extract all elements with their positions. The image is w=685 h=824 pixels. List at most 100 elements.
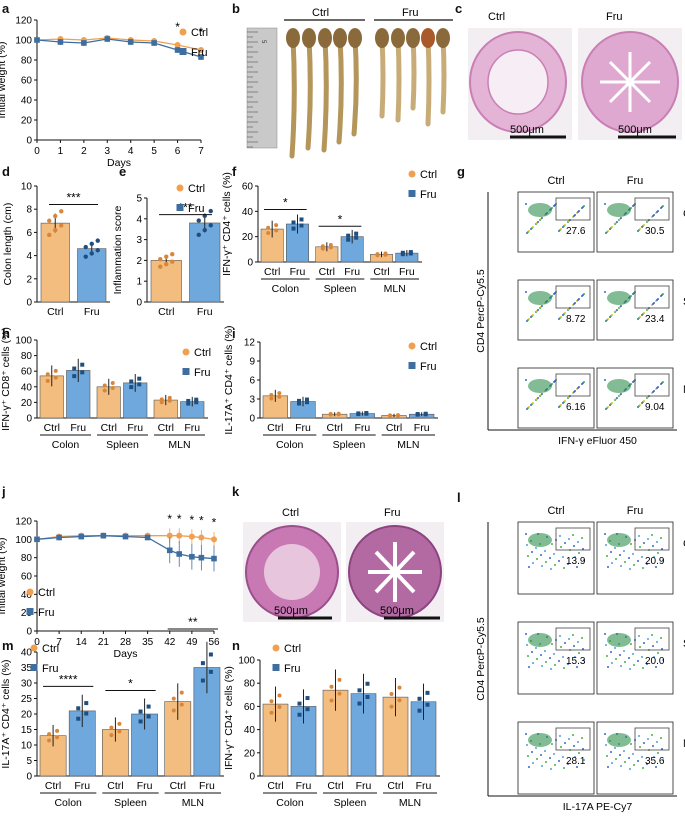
data-dot — [179, 690, 184, 695]
flow-event — [662, 381, 664, 383]
legend-marker-fru — [26, 608, 34, 615]
cecum-ctrl — [333, 28, 347, 48]
flow-event — [567, 663, 569, 665]
flow-event — [526, 544, 528, 546]
flow-density — [607, 533, 631, 547]
data-dot — [72, 366, 77, 371]
data-dot — [53, 368, 58, 373]
legend-label-fru: Fru — [420, 189, 437, 201]
flow-event — [544, 750, 546, 752]
flow-event — [549, 557, 551, 559]
panel-letter-a: a — [2, 1, 10, 16]
flow-event — [567, 563, 569, 565]
flow-event — [554, 764, 556, 766]
colon-fru — [440, 35, 447, 115]
flow-event — [610, 551, 612, 553]
data-dot — [328, 412, 333, 417]
flow-event — [564, 400, 566, 402]
flow-event — [611, 562, 613, 564]
x-tick-label: Fru — [416, 780, 432, 792]
y-tick-label: 60 — [244, 702, 256, 713]
x-tick-label: 7 — [198, 146, 204, 157]
panel-letter-e: e — [119, 164, 126, 179]
flow-event — [620, 305, 622, 307]
flow-event — [604, 291, 606, 293]
flow-event — [637, 760, 639, 762]
data-dot — [208, 652, 213, 657]
flow-event — [662, 759, 664, 761]
flow-density — [528, 733, 552, 747]
series-line-fru — [36, 38, 202, 58]
panel-letter-k: k — [232, 484, 240, 499]
flow-event — [662, 293, 664, 295]
flow-event — [639, 316, 641, 318]
flow-event — [572, 734, 574, 736]
y-tick-label: 0 — [26, 772, 32, 783]
cecum-fru — [406, 28, 420, 48]
flow-event — [624, 561, 626, 563]
data-dot — [137, 382, 142, 387]
flow-event — [528, 666, 530, 668]
data-dot — [194, 400, 199, 405]
flow-event — [535, 547, 537, 549]
y-tick-label: 3 — [249, 395, 255, 406]
flow-event — [583, 205, 585, 207]
x-tick-label: Ctrl — [387, 780, 403, 792]
cecum-fru — [391, 28, 405, 48]
group-label: Spleen — [333, 439, 366, 451]
x-tick-label: 0 — [34, 637, 40, 648]
y-tick-label: 6 — [249, 376, 255, 387]
flow-event — [655, 566, 657, 568]
data-dot — [55, 735, 60, 740]
flow-event — [544, 650, 546, 652]
data-dot — [138, 709, 143, 714]
data-dot — [47, 738, 52, 743]
data-dot — [297, 398, 301, 403]
y-tick-label: 20 — [21, 710, 33, 721]
data-dot — [72, 374, 77, 379]
data-dot — [336, 411, 341, 416]
data-point-ctrl — [166, 532, 173, 539]
data-dot — [196, 218, 201, 223]
y-tick-label: 10 — [21, 182, 33, 193]
y-tick-label: 60 — [21, 367, 33, 378]
data-dot — [194, 397, 199, 402]
legend-label-fru: Fru — [284, 663, 301, 675]
flow-event — [553, 753, 555, 755]
y-axis-label: IL-17A⁺ CD4⁺ cells (%) — [223, 325, 235, 434]
y-tick-label: 40 — [21, 382, 33, 393]
data-dot — [109, 725, 114, 730]
data-dot — [117, 729, 122, 734]
data-dot — [171, 696, 176, 701]
legend-label-ctrl: Ctrl — [420, 169, 437, 181]
group-label: MLN — [168, 439, 190, 451]
data-dot — [328, 242, 333, 247]
flow-event — [604, 533, 606, 535]
x-tick-label: Ctrl — [264, 266, 280, 278]
flow-event — [553, 653, 555, 655]
flow-density — [607, 291, 631, 305]
significance-mark: * — [338, 212, 343, 226]
group-label: Colon — [272, 283, 300, 295]
data-dot — [53, 375, 58, 380]
flow-event — [628, 557, 630, 559]
flow-event — [651, 734, 653, 736]
data-dot — [291, 220, 296, 225]
data-point-fru — [211, 555, 217, 562]
group-label: Spleen — [114, 797, 147, 809]
flow-event — [526, 744, 528, 746]
flow-event — [537, 309, 539, 311]
data-dot — [269, 699, 274, 704]
x-tick-label: Fru — [414, 422, 430, 434]
group-label: Spleen — [334, 797, 367, 809]
data-dot — [425, 702, 430, 707]
flow-event — [536, 558, 538, 560]
scale-bar-label-c2: 500μm — [618, 124, 652, 136]
flow-event — [606, 555, 608, 557]
data-dot — [89, 251, 94, 256]
flow-event — [578, 298, 580, 300]
flow-event — [560, 404, 562, 406]
y-axis-label: Inflammation score — [112, 205, 124, 294]
flow-event — [607, 766, 609, 768]
flow-event — [647, 738, 649, 740]
